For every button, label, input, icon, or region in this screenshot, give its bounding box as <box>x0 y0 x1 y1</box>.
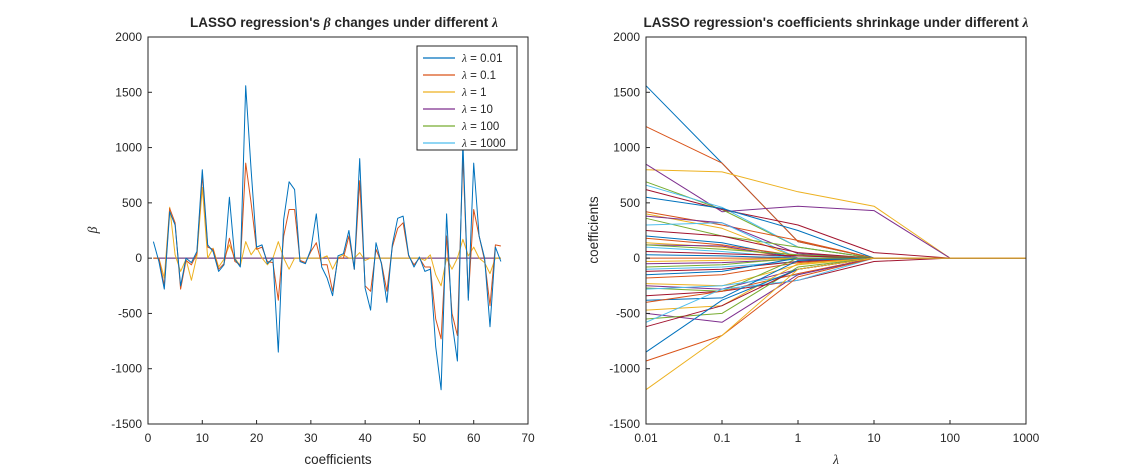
x-tick-label: 0.1 <box>714 431 731 445</box>
shrinkage-chart-title: LASSO regression's coefficients shrinkag… <box>643 15 1028 30</box>
legend-entry: λ = 1 <box>461 87 487 99</box>
legend-entry: λ = 0.01 <box>461 53 502 65</box>
shrinkage-chart-y-label: coefficients <box>586 196 601 264</box>
y-tick-label: 500 <box>122 196 142 210</box>
beta-chart-axes-box <box>147 36 529 425</box>
legend-box <box>416 45 518 151</box>
x-tick-label: 50 <box>413 431 427 445</box>
shrinkage-chart: LASSO regression's coefficients shrinkag… <box>586 15 1040 467</box>
y-tick-label: 2000 <box>613 30 640 44</box>
y-tick-label: 1000 <box>115 141 142 155</box>
beta-chart-title: LASSO regression's β changes under diffe… <box>190 15 498 30</box>
beta-chart-y-label: β <box>85 226 100 234</box>
beta-chart-legend: λ = 0.01 λ = 0.1 λ = 1 λ = 10 λ = 100 λ = 100… <box>416 45 518 151</box>
y-tick-label: -1500 <box>111 417 142 431</box>
x-tick-label: 60 <box>467 431 481 445</box>
shrinkage-chart-x-label: λ <box>832 452 839 467</box>
series-line <box>152 85 502 391</box>
x-tick-label: 1000 <box>1013 431 1040 445</box>
beta-chart-x-label: coefficients <box>304 452 372 467</box>
x-tick-label: 20 <box>250 431 264 445</box>
x-tick-label: 0 <box>145 431 152 445</box>
y-tick-label: 2000 <box>115 30 142 44</box>
beta-chart-y-ticks: -1500 -1000 -500 0 500 1000 1500 2000 <box>111 30 152 431</box>
y-tick-label: 0 <box>135 251 142 265</box>
y-tick-label: -1000 <box>609 362 640 376</box>
y-tick-label: 500 <box>620 196 640 210</box>
x-tick-label: 0.01 <box>634 431 658 445</box>
x-tick-label: 70 <box>521 431 535 445</box>
x-tick-label: 40 <box>358 431 372 445</box>
legend-entry: λ = 100 <box>461 121 499 133</box>
shrinkage-chart-x-ticks: 0.01 0.1 1 10 100 1000 <box>634 420 1040 445</box>
x-tick-label: 1 <box>795 431 802 445</box>
x-tick-label: 10 <box>867 431 881 445</box>
y-tick-label: 0 <box>633 251 640 265</box>
legend-entry: λ = 1000 <box>461 138 506 150</box>
shrinkage-chart-axes-box <box>645 36 1027 425</box>
x-tick-label: 10 <box>196 431 210 445</box>
y-tick-label: -500 <box>118 306 142 320</box>
y-tick-label: -500 <box>616 306 640 320</box>
x-tick-label: 100 <box>940 431 960 445</box>
shrinkage-chart-paths <box>645 85 1026 391</box>
y-tick-label: 1000 <box>613 141 640 155</box>
y-tick-label: -1500 <box>609 417 640 431</box>
y-tick-label: 1500 <box>115 85 142 99</box>
shrinkage-chart-y-ticks: -1500 -1000 -500 0 500 1000 1500 2000 <box>609 30 650 431</box>
y-tick-label: -1000 <box>111 362 142 376</box>
beta-chart: LASSO regression's β changes under diffe… <box>85 15 535 467</box>
legend-entry: λ = 10 <box>461 104 493 116</box>
coefficient-path <box>645 257 1026 391</box>
y-tick-label: 1500 <box>613 85 640 99</box>
x-tick-label: 30 <box>304 431 318 445</box>
legend-entry: λ = 0.1 <box>461 70 496 82</box>
beta-chart-x-ticks: 0 10 20 30 40 50 60 70 <box>145 420 535 445</box>
series-line <box>153 186 501 287</box>
beta-chart-series <box>152 85 502 391</box>
